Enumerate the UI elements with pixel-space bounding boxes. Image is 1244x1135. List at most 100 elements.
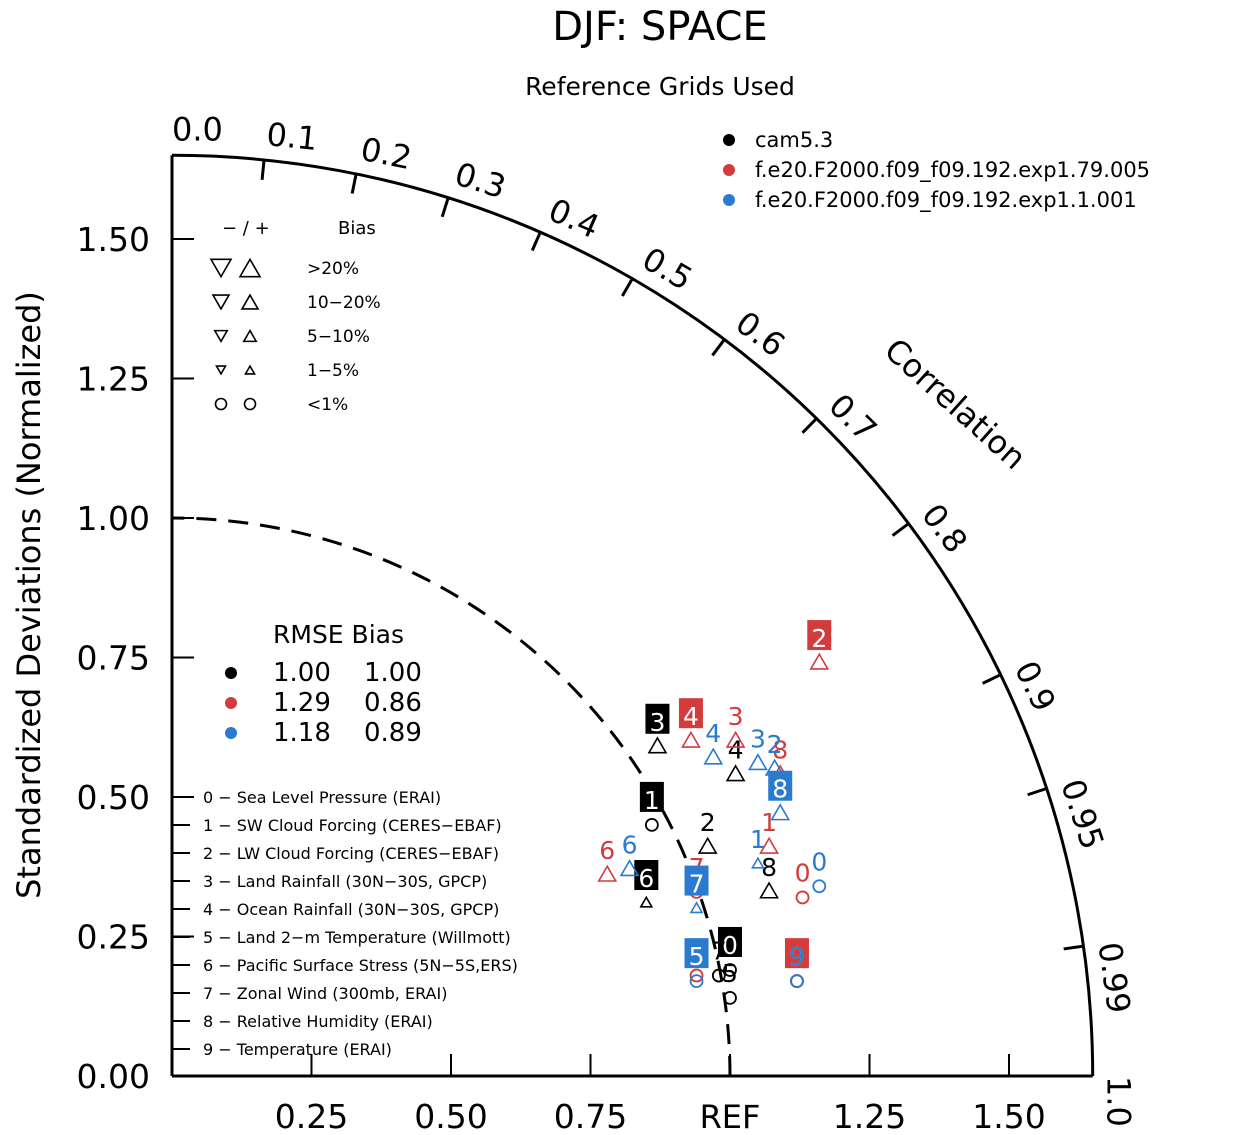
variable-legend: 0 − Sea Level Pressure (ERAI) 1 − SW Clou… — [172, 788, 518, 1059]
correlation-label: 0.5 — [636, 240, 699, 298]
correlation-tick — [891, 522, 910, 537]
point-label: 9 — [789, 942, 805, 971]
point-label: 1 — [750, 825, 766, 854]
series-legend-dot — [723, 194, 735, 206]
point-label: 6 — [622, 831, 638, 860]
point-label: 8 — [761, 853, 777, 882]
correlation-tick — [801, 417, 818, 434]
bias-marker — [619, 859, 640, 877]
x-tick-label: 0.50 — [414, 1097, 487, 1135]
correlation-label: 0.99 — [1090, 940, 1138, 1016]
bias-marker — [647, 736, 668, 754]
data-points: 012345678901234567890123456789 — [597, 620, 832, 1005]
correlation-label: 0.2 — [358, 130, 415, 177]
point-label-box — [768, 770, 793, 801]
point-label-box — [718, 926, 742, 957]
bias-marker — [689, 901, 704, 914]
stats-legend: RMSE Bias 1.00 1.001.29 0.861.18 0.89 — [225, 620, 422, 748]
bias-legend: − / + Bias >20% 10−20% 5−10% 1−5% <1% — [209, 218, 381, 415]
point-label: 6 — [599, 836, 615, 865]
series-legend-label: f.e20.F2000.f09_f09.192.exp1.1.001 — [755, 188, 1137, 213]
point-label-box — [684, 865, 709, 896]
correlation-label: 0.3 — [450, 155, 510, 207]
bias-marker — [759, 836, 779, 854]
stats-legend-bias: 1.00 — [364, 658, 422, 688]
correlation-label: 0.6 — [729, 303, 793, 364]
chart-subtitle: Reference Grids Used — [525, 72, 795, 101]
bias-legend-signs: − / + — [222, 218, 270, 239]
bias-marker — [597, 864, 618, 882]
bias-marker — [723, 963, 737, 977]
bias-legend-triangle-up — [240, 293, 260, 310]
chart-title: DJF: SPACE — [552, 4, 768, 50]
point-label: 1 — [761, 808, 777, 837]
x-tick-label: 0.75 — [554, 1097, 627, 1135]
point-label: 7 — [711, 937, 727, 966]
bias-legend-triangle-up — [238, 257, 262, 278]
point-label: 6 — [638, 864, 654, 893]
bias-marker — [809, 652, 830, 670]
point-label-box — [639, 781, 664, 812]
stats-legend-bias: 0.86 — [364, 688, 422, 718]
bias-legend-label: 10−20% — [307, 293, 381, 313]
variable-legend-item: 4 − Ocean Rainfall (30N−30S, GPCP) — [203, 900, 499, 919]
variable-legend-item: 8 − Relative Humidity (ERAI) — [203, 1012, 433, 1031]
correlation-label: 0.1 — [265, 115, 319, 158]
stats-legend-rmse: 1.18 — [273, 718, 331, 748]
reference-arc — [171, 516, 732, 1077]
point-label: 0 — [722, 931, 738, 960]
point-label: 4 — [728, 736, 744, 765]
x-tick-label: 1.25 — [833, 1097, 906, 1135]
bias-marker — [703, 747, 724, 765]
variable-legend-item: 7 − Zonal Wind (300mb, ERAI) — [203, 984, 447, 1003]
bias-legend-triangle-down — [213, 329, 229, 343]
variable-legend-item: 0 − Sea Level Pressure (ERAI) — [203, 788, 441, 807]
correlation-label: 0.0 — [172, 110, 223, 148]
point-label: 9 — [789, 942, 805, 971]
point-label-box — [807, 620, 832, 651]
y-tick-label: 1.00 — [77, 499, 150, 538]
y-tick-label: 0.75 — [77, 639, 150, 678]
variable-legend-item: 6 − Pacific Surface Stress (5N−5S,ERS) — [203, 956, 518, 975]
point-label: 0 — [795, 858, 811, 887]
bias-legend-circle — [214, 397, 228, 411]
point-label: 3 — [750, 725, 766, 754]
point-label: 2 — [767, 730, 783, 759]
point-label: 3 — [650, 708, 666, 737]
y-tick-label: 0.50 — [77, 778, 150, 817]
correlation-tick — [530, 231, 542, 252]
bias-legend-triangle-up — [242, 329, 258, 343]
correlation-tick — [1027, 787, 1048, 797]
bias-marker — [751, 856, 765, 869]
series-legend: cam5.3 f.e20.F2000.f09_f09.192.exp1.79.00… — [723, 128, 1150, 213]
bias-legend-label: 1−5% — [307, 361, 359, 381]
bias-legend-triangle-down — [209, 258, 233, 279]
stats-legend-dot — [225, 667, 237, 679]
point-label: 1 — [644, 786, 660, 815]
bias-marker — [697, 836, 718, 854]
axes-group: 0.000.250.500.751.001.251.500.25 0.50 0.75… — [77, 153, 1095, 1135]
bias-marker — [711, 968, 726, 983]
point-label: 2 — [700, 808, 716, 837]
bias-legend-title: Bias — [338, 218, 376, 239]
variable-legend-item: 9 − Temperature (ERAI) — [203, 1040, 392, 1059]
point-label-box — [645, 703, 670, 734]
y-tick-label: 0.25 — [77, 918, 150, 957]
variable-legend-item: 2 − LW Cloud Forcing (CERES−EBAF) — [203, 844, 499, 863]
point-label-box — [678, 698, 703, 729]
ref-label: REF — [700, 1098, 761, 1135]
bias-legend-label: >20% — [307, 259, 359, 279]
bias-marker — [770, 803, 791, 821]
point-label: 8 — [772, 775, 788, 804]
correlation-tick — [260, 159, 266, 180]
bias-legend-label: <1% — [307, 395, 348, 415]
bias-marker — [795, 890, 810, 905]
x-tick-label: 0.25 — [275, 1097, 348, 1135]
bias-marker — [790, 974, 804, 989]
correlation-tick — [621, 277, 634, 297]
point-label: 7 — [689, 870, 705, 899]
correlation-label: 0.8 — [914, 497, 975, 561]
correlation-tick — [711, 338, 726, 357]
series-legend-label: cam5.3 — [755, 128, 833, 152]
